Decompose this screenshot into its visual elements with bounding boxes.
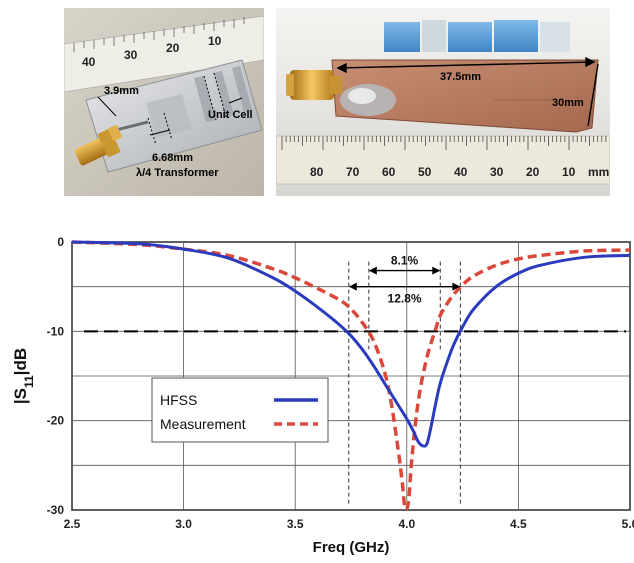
y-axis-label-sub: 11 xyxy=(22,375,36,388)
ruler-right-number-4: 50 xyxy=(418,165,432,179)
series-layer xyxy=(71,240,631,512)
measurement-bandwidth-arrowhead-left xyxy=(368,266,377,275)
series-line-measurement xyxy=(71,240,631,512)
tick-labels: 2.5 3.0 3.5 4.0 4.5 5.0 0 -10 -20 -30 xyxy=(47,235,634,531)
x-tick-label: 5.0 xyxy=(622,517,634,531)
series-line-hfss xyxy=(71,240,631,448)
label-quarter-wave-transformer: λ/4 Transformer xyxy=(136,167,219,179)
y-tick-label: 0 xyxy=(57,235,64,249)
measurement-bandwidth-label: 8.1% xyxy=(391,254,419,268)
antenna-side-view-illustration: 37.5mm 30mm 80 70 60 50 40 30 20 10 mm xyxy=(276,8,610,196)
x-tick-label: 3.0 xyxy=(175,517,192,531)
ruler-right-unit: mm xyxy=(588,165,609,179)
x-tick-label: 2.5 xyxy=(64,517,81,531)
ruler-right-number-7: 20 xyxy=(526,165,540,179)
label-unit-cell: Unit Cell xyxy=(208,109,253,121)
label-board-width: 30mm xyxy=(552,97,584,109)
ruler-right: 80 70 60 50 40 30 20 10 mm xyxy=(276,135,610,185)
antenna-plate xyxy=(85,59,263,173)
legend-entry-measurement: Measurement xyxy=(160,416,246,432)
bandwidth-annotations: 8.1% 12.8% xyxy=(348,254,461,306)
ruler-right-number-6: 30 xyxy=(490,165,504,179)
hfss-bandwidth-arrowhead-right xyxy=(452,282,461,291)
s11-chart: 2.5 3.0 3.5 4.0 4.5 5.0 0 -10 -20 -30 8.1% 12.8% H… xyxy=(11,235,634,556)
antenna-photo-right: 37.5mm 30mm 80 70 60 50 40 30 20 10 mm xyxy=(276,8,610,196)
x-tick-label: 4.5 xyxy=(510,517,527,531)
y-tick-label: -20 xyxy=(47,414,65,428)
sma-connector-right xyxy=(286,70,396,116)
ruler-right-number-3: 60 xyxy=(382,165,396,179)
legend: HFSS Measurement xyxy=(151,377,329,443)
y-axis-label: |S11|dB xyxy=(11,348,36,404)
x-tick-label: 4.0 xyxy=(398,517,415,531)
ruler-left-number-1: 40 xyxy=(82,55,96,69)
y-tick-label: -10 xyxy=(47,324,65,338)
y-tick-label: -30 xyxy=(47,503,65,517)
legend-entry-hfss: HFSS xyxy=(160,392,197,408)
y-axis-label-main: |S xyxy=(11,388,30,404)
ruler-right-number-1: 80 xyxy=(310,165,324,179)
ruler-left-number-2: 30 xyxy=(124,48,138,62)
label-strip-width: 3.9mm xyxy=(104,85,139,97)
dielectric-blocks xyxy=(384,20,570,52)
ruler-left-number-3: 20 xyxy=(166,41,180,55)
label-board-length: 37.5mm xyxy=(440,71,481,83)
legend-box xyxy=(151,377,329,443)
dimension-markers-left xyxy=(97,72,243,146)
y-axis-label-tail: |dB xyxy=(11,348,30,375)
hfss-bandwidth-arrowhead-left xyxy=(348,282,357,291)
sma-connector-left xyxy=(74,125,122,166)
dimension-arrows-right xyxy=(336,56,599,127)
measurement-bandwidth-arrowhead-right xyxy=(432,266,441,275)
label-transformer-length: 6.68mm xyxy=(152,152,193,164)
ruler-right-number-8: 10 xyxy=(562,165,576,179)
ruler-left-number-4: 10 xyxy=(208,34,222,48)
antenna-top-view-illustration: 40 30 20 10 3.9m xyxy=(64,8,264,196)
ruler-left: 40 30 20 10 xyxy=(64,15,264,93)
ruler-right-number-5: 40 xyxy=(454,165,468,179)
x-tick-label: 3.5 xyxy=(287,517,304,531)
hfss-bandwidth-label: 12.8% xyxy=(388,292,422,306)
antenna-photo-left: 40 30 20 10 3.9m xyxy=(64,8,264,196)
copper-ground-plane xyxy=(331,59,599,133)
x-axis-label: Freq (GHz) xyxy=(313,539,390,556)
ruler-right-number-2: 70 xyxy=(346,165,360,179)
